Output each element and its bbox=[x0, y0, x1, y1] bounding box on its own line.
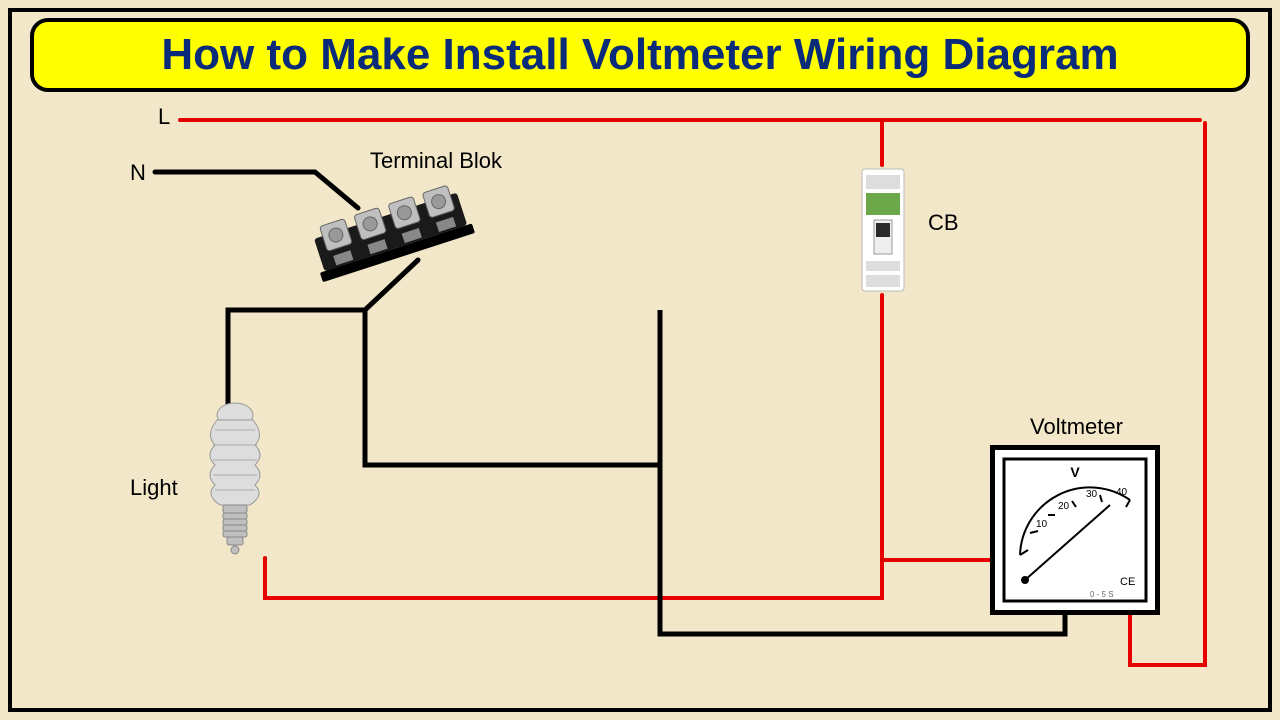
voltmeter: V 10 20 30 40 CE 0 - 5 S bbox=[990, 445, 1160, 615]
svg-text:CE: CE bbox=[1120, 576, 1135, 588]
label-L: L bbox=[158, 104, 170, 130]
label-cb: CB bbox=[928, 210, 959, 236]
svg-text:30: 30 bbox=[1086, 489, 1098, 500]
label-voltmeter: Voltmeter bbox=[1030, 414, 1123, 440]
label-light: Light bbox=[130, 475, 178, 501]
voltmeter-unit: V bbox=[1070, 464, 1080, 480]
label-N: N bbox=[130, 160, 146, 186]
svg-text:40: 40 bbox=[1116, 487, 1128, 498]
title-text: How to Make Install Voltmeter Wiring Dia… bbox=[161, 30, 1118, 79]
label-terminal-block: Terminal Blok bbox=[370, 148, 502, 174]
svg-text:10: 10 bbox=[1036, 519, 1048, 530]
light-bulb bbox=[195, 400, 275, 560]
svg-text:20: 20 bbox=[1058, 501, 1070, 512]
svg-text:0 - 5 S: 0 - 5 S bbox=[1090, 590, 1114, 599]
circuit-breaker bbox=[860, 165, 906, 295]
title-banner: How to Make Install Voltmeter Wiring Dia… bbox=[30, 18, 1250, 92]
